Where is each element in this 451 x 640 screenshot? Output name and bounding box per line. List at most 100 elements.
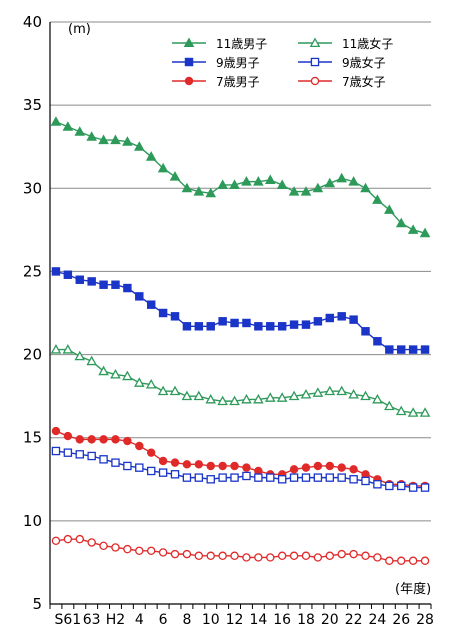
data-point	[51, 267, 61, 276]
data-point	[146, 448, 156, 457]
data-point	[133, 141, 145, 151]
data-point	[87, 435, 96, 444]
data-point	[395, 405, 407, 416]
data-point	[122, 370, 133, 381]
data-point	[98, 134, 109, 145]
data-point	[123, 544, 132, 554]
data-point	[194, 473, 204, 482]
data-point	[135, 463, 144, 472]
data-point	[75, 534, 84, 544]
axes	[49, 22, 432, 609]
data-point	[276, 392, 288, 402]
data-point	[217, 179, 228, 189]
y-tick-label: 40	[23, 13, 42, 31]
data-point	[123, 436, 132, 446]
data-point	[266, 473, 275, 482]
x-tick-label: 22	[345, 612, 363, 628]
data-point	[182, 549, 192, 559]
y-tick-label: 30	[23, 179, 42, 197]
data-point	[408, 556, 418, 565]
data-point	[336, 385, 348, 396]
data-point	[420, 345, 430, 354]
data-point	[145, 151, 157, 161]
data-point	[242, 553, 251, 562]
x-tick-label: 16	[273, 612, 291, 628]
data-point	[313, 317, 323, 326]
legend-marker	[310, 76, 320, 86]
data-point	[62, 344, 74, 354]
x-tick-label: 14	[249, 612, 267, 628]
data-point	[360, 390, 371, 401]
x-tick-label: 8	[182, 612, 191, 628]
data-point	[324, 177, 336, 188]
data-point	[63, 270, 73, 279]
data-point	[336, 172, 348, 183]
data-point	[289, 465, 299, 474]
data-point	[50, 344, 62, 354]
data-point	[348, 388, 359, 399]
data-point	[313, 553, 323, 562]
data-point	[361, 476, 370, 486]
data-point	[110, 134, 121, 145]
data-point	[276, 179, 288, 189]
series-group	[50, 116, 431, 565]
x-tick-label: 12	[226, 612, 244, 628]
data-point	[158, 468, 168, 477]
data-point	[384, 400, 395, 411]
data-point	[372, 194, 383, 204]
data-point	[288, 186, 300, 196]
x-axis-label: (年度)	[395, 581, 431, 597]
legend: 11歳男子 9歳男子 7歳男子 11歳女子 9歳女子 7歳女子	[172, 36, 393, 89]
x-tick-label: 20	[321, 612, 339, 628]
data-point	[419, 227, 431, 238]
data-point	[146, 300, 156, 309]
data-point	[158, 548, 168, 557]
data-point	[217, 395, 228, 406]
data-point	[242, 463, 251, 472]
data-point	[325, 551, 335, 560]
data-point	[253, 176, 264, 186]
data-point	[385, 481, 394, 491]
legend-label: 11歳男子	[216, 37, 267, 51]
x-tick-label: 24	[369, 612, 387, 628]
data-point	[87, 538, 96, 547]
data-point	[158, 456, 168, 466]
data-point	[325, 461, 335, 471]
series-4	[50, 344, 431, 417]
data-point	[182, 460, 192, 469]
data-point	[87, 451, 96, 461]
x-tick-label: 18	[297, 612, 315, 628]
data-point	[122, 136, 133, 146]
data-point	[301, 463, 311, 472]
legend-item: 7歳男子	[172, 75, 260, 89]
y-tick-label: 5	[32, 595, 42, 613]
series-1	[50, 116, 431, 238]
y-tick-label: 25	[23, 262, 42, 280]
data-point	[111, 435, 120, 444]
data-point	[193, 390, 205, 401]
data-point	[337, 463, 346, 472]
data-point	[218, 317, 227, 326]
data-point	[289, 551, 299, 560]
data-point	[181, 182, 193, 193]
series-3	[51, 426, 430, 491]
data-point	[157, 385, 169, 396]
data-point	[264, 174, 276, 184]
data-point	[242, 471, 251, 481]
data-point	[407, 407, 419, 417]
data-point	[266, 322, 275, 331]
data-point	[182, 473, 192, 482]
data-point	[277, 551, 287, 560]
data-point	[301, 320, 311, 329]
data-point	[372, 393, 383, 404]
data-point	[170, 458, 180, 467]
y-tick-label: 20	[23, 346, 42, 364]
data-point	[218, 473, 227, 482]
data-point	[349, 465, 358, 474]
data-point	[313, 461, 323, 471]
data-point	[75, 450, 84, 459]
data-point	[288, 390, 300, 401]
data-point	[397, 556, 406, 565]
data-point	[337, 312, 346, 321]
